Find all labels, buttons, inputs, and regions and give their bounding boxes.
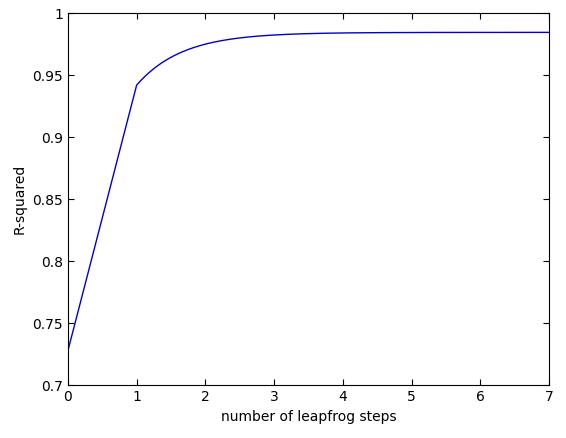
X-axis label: number of leapfrog steps: number of leapfrog steps <box>221 410 396 424</box>
Y-axis label: R-squared: R-squared <box>13 164 27 234</box>
